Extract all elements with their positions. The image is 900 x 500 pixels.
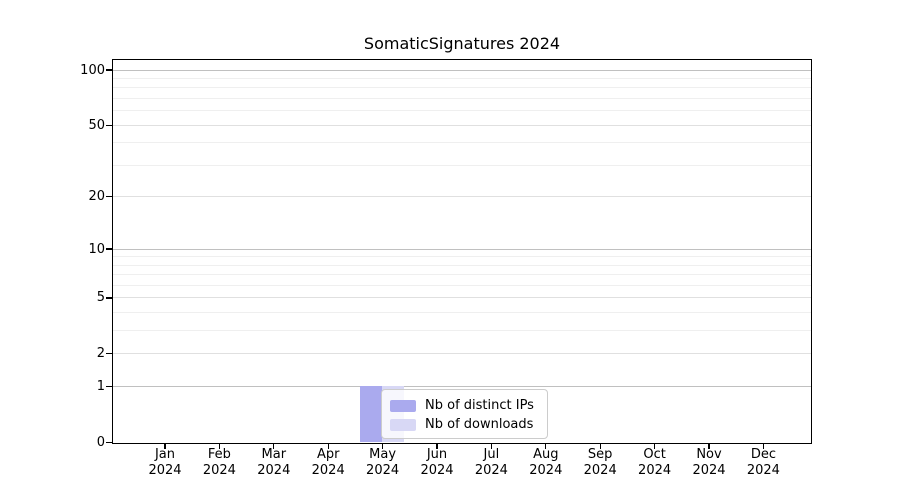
y-minor-gridline [113, 78, 811, 79]
x-tick-label: May 2024 [366, 447, 400, 478]
y-tick-mark [106, 353, 112, 355]
y-tick-label: 5 [96, 290, 105, 306]
y-minor-gridline [113, 142, 811, 144]
legend-entry-downloads: Nb of downloads [390, 415, 539, 434]
y-major-gridline [113, 353, 811, 355]
y-major-gridline [113, 124, 811, 126]
x-tick-label: Jun 2024 [420, 447, 454, 478]
plot-frame: Nb of distinct IPs Nb of downloads [112, 59, 812, 444]
x-tick-label: Oct 2024 [638, 447, 672, 478]
x-tick-mark [762, 444, 765, 449]
x-tick-mark [327, 444, 329, 449]
x-tick-mark [218, 444, 221, 449]
y-minor-gridline [113, 98, 811, 99]
y-tick-mark [106, 441, 112, 444]
legend-entry-distinct-ips: Nb of distinct IPs [390, 396, 539, 415]
y-tick-label: 50 [88, 117, 105, 133]
x-tick-mark [436, 444, 438, 449]
x-tick-mark [653, 444, 656, 449]
x-tick-label: Jul 2024 [474, 447, 508, 478]
y-minor-gridline [113, 285, 811, 286]
x-tick-label: Sep 2024 [583, 447, 617, 478]
y-tick-mark [106, 248, 112, 250]
x-tick-label: Apr 2024 [311, 447, 345, 478]
chart-title: SomaticSignatures 2024 [363, 34, 561, 53]
y-minor-gridline [113, 87, 811, 89]
y-tick-label: 1 [96, 379, 105, 395]
y-tick-mark [106, 124, 112, 126]
y-major-gridline [113, 248, 811, 250]
x-tick-mark [381, 444, 384, 449]
x-tick-mark [708, 444, 710, 449]
x-tick-label: Aug 2024 [529, 447, 563, 478]
x-tick-label: Feb 2024 [202, 447, 236, 478]
y-minor-gridline [113, 164, 811, 166]
y-major-gridline [113, 69, 811, 71]
legend-label-downloads: Nb of downloads [425, 417, 534, 432]
legend-swatch-distinct-ips [390, 399, 416, 412]
legend: Nb of distinct IPs Nb of downloads [381, 389, 548, 439]
legend-swatch-downloads [390, 418, 416, 431]
y-minor-gridline [113, 274, 811, 276]
y-tick-label: 100 [80, 62, 105, 78]
y-major-gridline [113, 386, 811, 388]
x-tick-label: Mar 2024 [257, 447, 291, 478]
y-tick-label: 20 [88, 189, 105, 205]
y-major-gridline [113, 297, 811, 299]
y-minor-gridline [113, 264, 811, 266]
y-tick-mark [106, 69, 112, 71]
y-minor-gridline [113, 330, 811, 332]
y-tick-mark [106, 385, 112, 388]
y-tick-label: 2 [96, 346, 105, 362]
x-tick-mark [545, 444, 547, 449]
y-major-gridline [113, 196, 811, 198]
y-tick-label: 0 [96, 435, 105, 450]
x-tick-label: Jan 2024 [148, 447, 182, 478]
y-tick-mark [106, 297, 112, 299]
x-tick-mark [599, 444, 601, 449]
x-tick-label: Dec 2024 [746, 447, 780, 478]
legend-label-distinct-ips: Nb of distinct IPs [425, 398, 534, 413]
x-tick-label: Nov 2024 [692, 447, 726, 478]
y-tick-mark [106, 196, 112, 198]
bar-distinct-ips [360, 386, 383, 442]
x-tick-mark [164, 444, 166, 449]
x-tick-mark [490, 444, 493, 449]
y-minor-gridline [113, 312, 811, 314]
y-minor-gridline [113, 110, 811, 112]
y-tick-label: 10 [88, 241, 105, 257]
y-minor-gridline [113, 256, 811, 258]
x-tick-mark [273, 444, 275, 449]
